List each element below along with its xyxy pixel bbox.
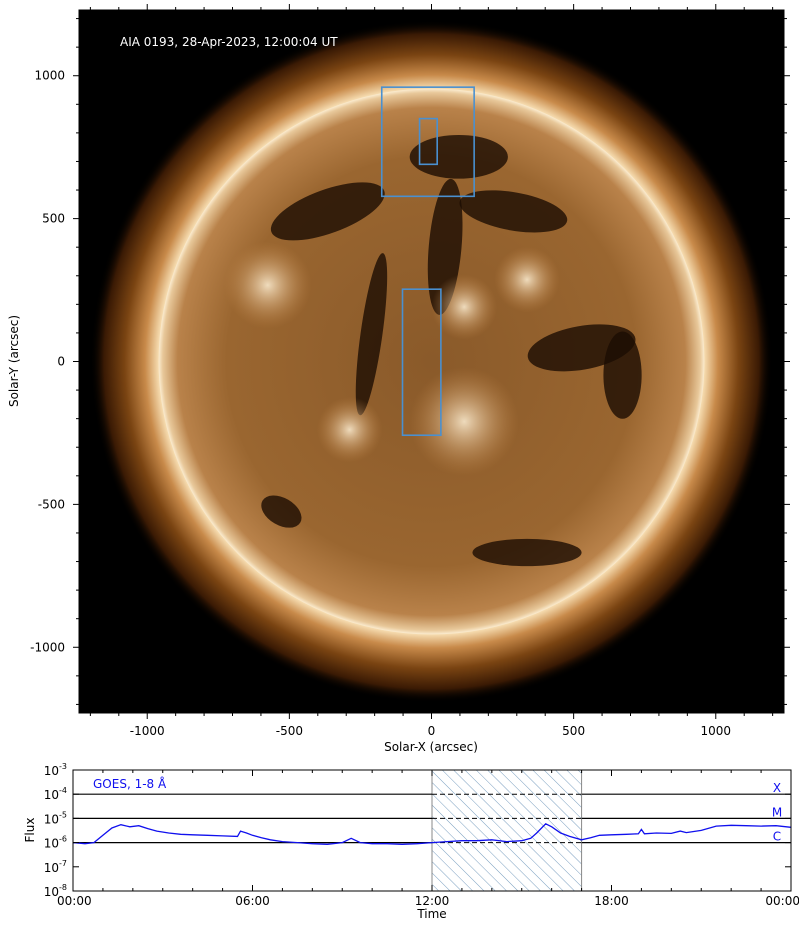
goes-y-tick-label: 10-4 [44,786,67,802]
coronal-hole [270,182,385,241]
y-tick-label: 500 [42,212,65,226]
tick-label-base: 10 [44,764,59,778]
active-region [316,396,383,463]
class-labels: XMC [772,781,782,843]
image-y-ticks: -1000 -500 0 500 1000 [30,18,790,705]
disk-features [224,134,642,567]
tick-label-base: 10 [44,788,59,802]
goes-y-axis-label: Flux [23,818,37,843]
goes-x-tick-label: 00:00 [57,894,92,908]
goes-y-tick-label: 10-6 [44,835,67,851]
coronal-hole [409,134,508,179]
tick-label-base: 10 [44,812,59,826]
tick-label-exponent: -6 [59,835,67,844]
goes-x-axis-label: Time [416,907,446,921]
goes-panel: 00:00 06:00 12:00 18:00 00:00 10-810-710-610… [23,762,799,921]
class-level-lines [73,793,791,844]
goes-y-tick-label: 10-8 [44,883,67,899]
active-region [494,246,560,313]
goes-x-tick-label: 06:00 [235,894,270,908]
x-tick-label: 500 [562,724,585,738]
class-label: X [773,781,781,795]
tick-label-base: 10 [44,861,59,875]
region-box [380,86,475,198]
goes-y-tick-label: 10-7 [44,859,67,875]
x-tick-label: 1000 [701,724,732,738]
region-box [401,288,442,437]
solar-image-panel: -1000 -500 0 500 1000 -1000 -500 0 500 1000 AIA … [7,4,790,754]
coronal-hole [472,538,582,567]
active-region [224,241,312,329]
tick-label-exponent: -3 [59,762,67,771]
class-label: M [772,805,782,819]
image-x-axis-label: Solar-X (arcsec) [384,740,478,754]
image-annotation: AIA 0193, 28-Apr-2023, 12:00:04 UT [120,35,338,49]
coronal-hole [261,495,302,528]
image-y-axis-label: Solar-Y (arcsec) [7,315,21,407]
y-tick-label: 1000 [34,69,65,83]
goes-x-tick-label: 12:00 [415,894,450,908]
tick-label-base: 10 [44,837,59,851]
y-tick-label: -1000 [30,640,65,654]
goes-y-tick-label: 10-3 [44,762,67,778]
y-tick-label: -500 [38,497,65,511]
image-x-ticks: -1000 -500 0 500 1000 [89,4,774,738]
region-box [418,117,438,166]
class-label: C [773,830,781,844]
x-tick-label: -500 [276,724,303,738]
x-tick-label: -1000 [130,724,165,738]
goes-x-ticks: 00:00 06:00 12:00 18:00 00:00 [57,770,799,908]
goes-annotation: GOES, 1-8 Å [93,776,167,791]
goes-flux-series [73,823,791,845]
shaded-interval [431,770,583,891]
tick-label-exponent: -8 [59,883,67,892]
region-boxes [380,86,475,437]
goes-y-ticks: 10-810-710-610-510-410-3 [44,762,791,899]
tick-label-exponent: -5 [59,810,67,819]
coronal-hole [355,253,388,416]
active-region [431,274,497,340]
active-region [409,366,519,477]
tick-label-base: 10 [44,885,59,899]
tick-label-exponent: -7 [59,859,67,868]
goes-y-tick-label: 10-5 [44,810,67,826]
tick-label-exponent: -4 [59,786,67,795]
coronal-hole [603,331,642,419]
y-tick-label: 0 [57,355,65,369]
coronal-hole [459,190,568,233]
goes-x-tick-label: 00:00 [765,894,799,908]
x-tick-label: 0 [428,724,436,738]
goes-x-tick-label: 18:00 [594,894,629,908]
